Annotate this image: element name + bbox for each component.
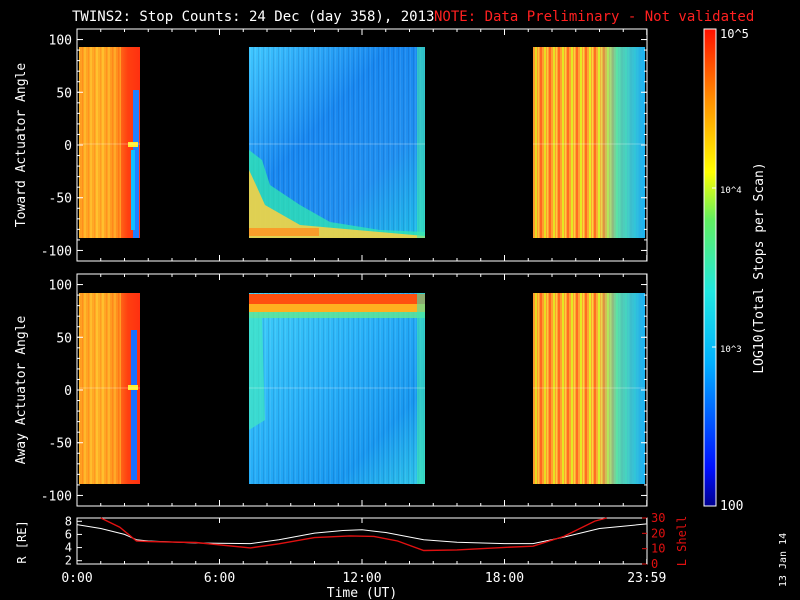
toward-block-midday-hot-rim	[249, 228, 319, 236]
away-gap-2	[425, 293, 533, 484]
figure-title: TWINS2: Stop Counts: 24 Dec (day 358), 2…	[72, 9, 434, 25]
date-stamp: 13 Jan 14	[778, 533, 789, 587]
away-block-midday-right-edge	[417, 293, 425, 484]
r-ytick-label: 2	[65, 554, 72, 568]
r-series-line	[76, 523, 647, 545]
colorbar: 10^5 10^4 10^3 100 LOG10(Total Stops per…	[703, 27, 767, 514]
colorbar-tick-label-100: 100	[720, 499, 743, 514]
away-zero-line	[79, 387, 645, 389]
away-ytick-label: -100	[41, 489, 72, 504]
toward-block-early-spot	[128, 142, 138, 147]
away-block-late-fade	[533, 293, 645, 484]
away-ylabel: Away Actuator Angle	[14, 315, 29, 464]
orbit-xtick-label: 23:59	[627, 571, 666, 586]
toward-gap-2	[425, 47, 533, 238]
panel-toward	[76, 28, 648, 262]
toward-block-midday-warm-corner	[249, 150, 425, 238]
toward-block-late-fade	[533, 47, 645, 238]
preliminary-note: NOTE: Data Preliminary - Not validated	[434, 9, 754, 25]
orbit-xtick-label: 0:00	[61, 571, 92, 586]
toward-block-midday-right-edge	[417, 47, 425, 238]
away-block-midday-hot-top	[249, 294, 425, 304]
toward-ylabel: Toward Actuator Angle	[14, 63, 29, 228]
away-ytick-label: 50	[56, 331, 72, 346]
colorbar-tick-label-1e3: 10^3	[720, 345, 742, 355]
r-ytick-label: 4	[65, 541, 72, 555]
orbit-xtick-label: 18:00	[485, 571, 524, 586]
away-gap-1	[140, 293, 249, 484]
r-ytick-label: 8	[65, 514, 72, 528]
r-ylabel: R [RE]	[15, 520, 29, 563]
lshell-ylabel: L Shell	[675, 516, 689, 567]
away-block-midday-hot-top3	[249, 312, 425, 318]
r-ytick-label: 6	[65, 527, 72, 541]
colorbar-tick-label-1e4: 10^4	[720, 186, 742, 196]
away-block-early-edge	[131, 330, 137, 480]
panel-orbit	[76, 517, 648, 565]
toward-zero-line	[79, 143, 645, 145]
lshell-series-line	[100, 517, 607, 552]
away-ytick-label: 0	[64, 384, 72, 399]
panel-orbit-frame	[76, 517, 648, 565]
orbit-xtick-label: 6:00	[204, 571, 235, 586]
toward-ytick-label: -50	[49, 192, 72, 207]
away-block-midday-stripes	[249, 293, 425, 484]
toward-ytick-label: 0	[64, 139, 72, 154]
toward-block-midday-warm-edge	[249, 170, 425, 238]
away-block-early-spot	[128, 385, 138, 390]
colorbar-tick-label-1e5: 10^5	[720, 27, 749, 41]
toward-block-early-edge2	[131, 150, 135, 230]
away-block-early-stripes	[79, 293, 121, 484]
away-block-midday-left-warm	[249, 318, 265, 430]
lshell-ytick-label: 10	[651, 542, 665, 556]
away-block-midday-hot-top2	[249, 304, 425, 312]
orbit-xtick-label: 12:00	[342, 571, 381, 586]
toward-ytick-label: 100	[49, 34, 72, 49]
toward-block-early-stripes	[79, 47, 121, 238]
away-ytick-label: -50	[49, 437, 72, 452]
colorbar-gradient	[703, 28, 717, 507]
toward-gap-1	[140, 47, 249, 238]
axes-layer: 100500-50-100100500-50-100246801020300:0…	[41, 29, 666, 586]
away-ytick-label: 100	[49, 279, 72, 294]
panel-away	[76, 273, 648, 507]
time-xlabel: Time (UT)	[327, 586, 397, 600]
toward-ytick-label: -100	[41, 244, 72, 259]
lshell-ytick-label: 20	[651, 526, 665, 540]
toward-block-early-edge	[133, 90, 139, 238]
colorbar-label: LOG10(Total Stops per Scan)	[752, 162, 767, 373]
lshell-ytick-label: 30	[651, 511, 665, 525]
lshell-ytick-label: 0	[651, 557, 658, 571]
toward-ytick-label: 50	[56, 86, 72, 101]
